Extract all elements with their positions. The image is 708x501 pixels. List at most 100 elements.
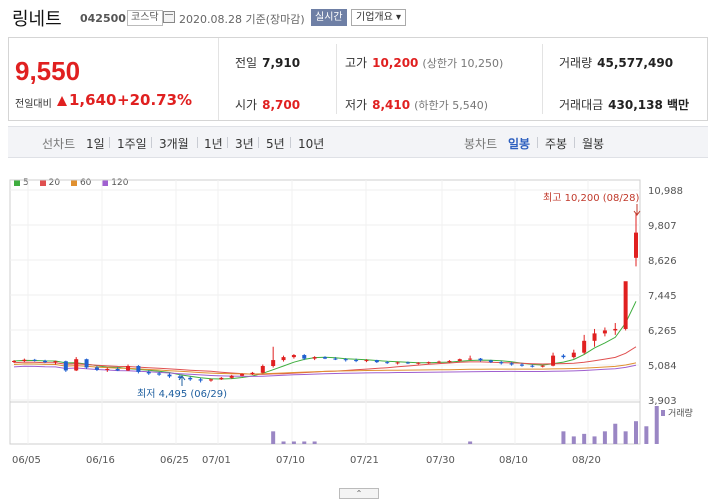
realtime-button[interactable]: 실시간 — [311, 9, 347, 26]
candle-body — [592, 333, 597, 341]
volume-bars — [271, 406, 659, 444]
candle-body — [43, 360, 48, 363]
volume-bar — [271, 431, 276, 444]
candle-body — [63, 361, 68, 371]
candle-body — [416, 362, 421, 364]
stat-high: 고가 10,200 (상한가 10,250) — [345, 54, 503, 71]
stat-prev-label: 전일 — [235, 56, 258, 70]
candle-body — [540, 365, 545, 367]
stat-volume-value: 45,577,490 — [597, 56, 674, 70]
candle-body — [177, 376, 182, 378]
divider — [197, 137, 198, 148]
stat-low-label: 저가 — [345, 98, 368, 112]
y-tick-label: 7,445 — [648, 291, 677, 302]
candle-body — [136, 366, 141, 372]
candle-body — [354, 360, 359, 362]
candle-body — [488, 360, 493, 363]
y-tick-label: 6,265 — [648, 326, 677, 337]
x-tick-label: 06/05 — [12, 455, 41, 466]
divider — [227, 137, 228, 148]
change-percent: +20.73% — [117, 91, 193, 109]
candle-body — [312, 357, 317, 359]
calendar-icon — [163, 11, 175, 23]
stat-amount-label: 거래대금 — [559, 98, 604, 112]
stat-open-value: 8,700 — [262, 98, 301, 112]
candle-body — [333, 358, 338, 360]
volume-bar — [291, 441, 296, 444]
stat-prev-value: 7,910 — [262, 56, 301, 70]
volume-bar — [468, 441, 473, 444]
candle-body — [167, 374, 172, 377]
period-1w[interactable]: 1주일 — [117, 137, 147, 151]
volume-bar — [582, 433, 587, 444]
collapse-button[interactable]: ⌃ — [339, 488, 379, 499]
volume-bar — [571, 436, 576, 444]
volume-bar — [602, 431, 607, 444]
y-tick-label: 10,988 — [648, 186, 683, 197]
change-value: 1,640 — [69, 91, 117, 109]
candle-body — [468, 358, 473, 360]
period-1y[interactable]: 1년 — [204, 137, 223, 151]
period-3m[interactable]: 3개월 — [159, 137, 189, 151]
price-main: 9,550 전일대비 1,640 +20.73% — [9, 38, 219, 120]
candle-body — [32, 359, 37, 361]
candles — [12, 213, 638, 383]
volume-bar — [302, 441, 307, 444]
min-price-note: 최저 4,495 (06/29) — [137, 388, 227, 400]
x-tick-label: 07/21 — [350, 455, 379, 466]
market-badge: 코스닥 — [127, 10, 163, 26]
candle-body — [146, 371, 151, 374]
divider — [109, 137, 110, 148]
period-monthly[interactable]: 월봉 — [582, 137, 605, 151]
candle-body — [208, 379, 213, 381]
volume-bar — [312, 441, 317, 444]
candle-body — [602, 330, 607, 334]
period-daily[interactable]: 일봉 — [508, 137, 531, 151]
legend-ma60: 60 — [70, 178, 91, 188]
current-price: 9,550 — [15, 56, 81, 86]
candle-body — [343, 359, 348, 361]
legend-ma5: 5 — [14, 178, 29, 188]
price-summary: 9,550 전일대비 1,640 +20.73% 전일 7,910 시가 8,700… — [8, 37, 708, 121]
candle-body — [385, 362, 390, 364]
candle-body — [53, 361, 58, 363]
period-10y[interactable]: 10년 — [298, 137, 325, 151]
candle-body — [395, 362, 400, 364]
candle-body — [74, 359, 79, 371]
candle-body — [437, 361, 442, 363]
candle-body — [219, 377, 224, 380]
candle-body — [115, 368, 120, 371]
legend-ma20: 20 — [39, 178, 60, 188]
candle-body — [447, 360, 452, 362]
candle-body — [126, 366, 131, 371]
company-info-dropdown[interactable]: 기업개요 ▾ — [351, 9, 406, 26]
divider — [336, 44, 337, 114]
period-5y[interactable]: 5년 — [266, 137, 285, 151]
period-3y[interactable]: 3년 — [235, 137, 254, 151]
candle-body — [374, 360, 379, 363]
line-chart-label: 선차트 — [42, 137, 76, 151]
volume-bar — [644, 426, 649, 444]
volume-bar — [654, 406, 659, 444]
volume-label: 거래량 — [668, 407, 693, 419]
stat-amount: 거래대금 430,138 백만 — [559, 96, 689, 113]
stat-low-value: 8,410 — [372, 98, 411, 112]
y-tick-label: 3,903 — [648, 396, 677, 407]
candle-body — [613, 328, 618, 331]
candlestick-chart: 10,988 9,807 8,626 7,445 6,265 5,084 3,903 06/0… — [9, 179, 693, 466]
y-tick-label: 9,807 — [648, 221, 677, 232]
candle-body — [271, 360, 276, 367]
max-price-arrow-head — [633, 210, 641, 216]
candle-body — [571, 352, 576, 358]
period-weekly[interactable]: 주봉 — [545, 137, 568, 151]
period-selector: 선차트 1일 1주일 3개월 1년 3년 5년 10년 봉차트 일봉 주봉 월봉 — [8, 126, 708, 158]
candle-body — [302, 355, 307, 359]
legend-ma120: 120 — [102, 178, 128, 188]
candle-body — [582, 340, 587, 353]
candle-body — [105, 368, 110, 370]
stock-name: 링네트 — [12, 9, 62, 30]
period-1d[interactable]: 1일 — [86, 137, 105, 151]
volume-bar — [592, 436, 597, 444]
candle-body — [457, 359, 462, 361]
volume-bar — [634, 421, 638, 444]
